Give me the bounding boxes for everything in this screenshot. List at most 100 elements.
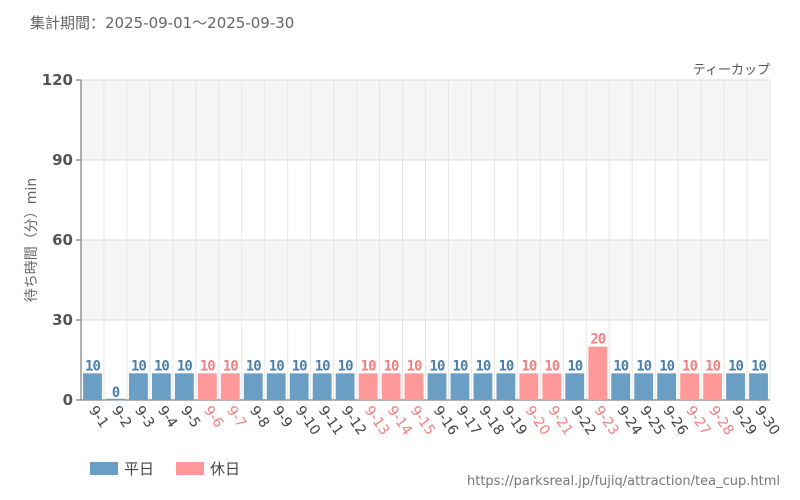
bar bbox=[266, 373, 286, 400]
x-tick-label: 9-16 bbox=[430, 403, 461, 438]
bar bbox=[289, 373, 309, 400]
bar-value-label: 10 bbox=[705, 358, 720, 374]
bar bbox=[634, 373, 654, 400]
bar bbox=[726, 373, 745, 400]
bar-value-label: 10 bbox=[200, 358, 215, 374]
y-tick-label: 60 bbox=[52, 231, 73, 249]
bar-value-label: 10 bbox=[498, 358, 513, 374]
bar bbox=[220, 373, 240, 400]
legend-weekday-swatch bbox=[90, 462, 118, 475]
bar-value-label: 10 bbox=[223, 358, 238, 374]
bar-value-label: 10 bbox=[521, 358, 536, 374]
legend: 平日 休日 bbox=[90, 458, 262, 479]
bar bbox=[496, 373, 516, 400]
bar-value-label: 10 bbox=[85, 358, 100, 374]
x-tick-label: 9-1 bbox=[85, 403, 111, 431]
bar-value-label: 10 bbox=[246, 358, 261, 374]
bar bbox=[129, 373, 148, 400]
bar bbox=[427, 373, 447, 400]
x-tick-label: 9-13 bbox=[361, 403, 392, 438]
x-tick-label: 9-24 bbox=[613, 403, 644, 438]
y-axis-label: 待ち時間（分）min bbox=[24, 178, 40, 302]
x-tick-label: 9-14 bbox=[384, 403, 415, 438]
bar-value-label: 10 bbox=[361, 358, 376, 374]
bar bbox=[335, 373, 355, 400]
bar bbox=[312, 373, 332, 400]
x-tick-label: 9-22 bbox=[568, 403, 599, 438]
x-tick-label: 9-15 bbox=[407, 403, 438, 438]
y-tick-label: 120 bbox=[42, 71, 73, 89]
bar-value-label: 10 bbox=[682, 358, 697, 374]
bar-value-label: 10 bbox=[177, 358, 192, 374]
y-tick-label: 90 bbox=[52, 151, 73, 169]
x-tick-label: 9-2 bbox=[108, 403, 134, 431]
bar-value-label: 20 bbox=[590, 332, 605, 348]
bar bbox=[611, 373, 631, 400]
x-tick-label: 9-20 bbox=[522, 403, 553, 438]
legend-holiday[interactable]: 休日 bbox=[176, 458, 240, 479]
x-tick-label: 9-7 bbox=[223, 403, 249, 431]
bar-value-label: 10 bbox=[475, 358, 490, 374]
bar bbox=[174, 373, 194, 400]
bar-value-label: 0 bbox=[112, 385, 120, 401]
bar bbox=[358, 373, 378, 400]
bar bbox=[473, 373, 493, 400]
bar bbox=[381, 373, 401, 400]
bar bbox=[404, 373, 424, 400]
x-tick-label: 9-4 bbox=[154, 403, 180, 431]
x-tick-label: 9-25 bbox=[636, 403, 667, 438]
x-tick-label: 9-21 bbox=[545, 403, 576, 438]
bar-value-label: 10 bbox=[131, 358, 146, 374]
bar-value-label: 10 bbox=[659, 358, 674, 374]
legend-holiday-swatch bbox=[176, 462, 205, 475]
chart-title: ティーカップ bbox=[693, 63, 770, 78]
bar bbox=[749, 373, 768, 400]
bar-value-label: 10 bbox=[751, 358, 766, 374]
bar bbox=[703, 373, 722, 400]
bar-value-label: 10 bbox=[636, 358, 651, 374]
bar-value-label: 10 bbox=[292, 358, 307, 374]
bar bbox=[680, 373, 700, 400]
x-tick-label: 9-5 bbox=[177, 403, 203, 431]
bar-value-label: 10 bbox=[315, 358, 330, 374]
bar-value-label: 10 bbox=[384, 358, 399, 374]
bar bbox=[542, 373, 562, 400]
x-tick-label: 9-3 bbox=[131, 403, 157, 431]
bar-value-label: 10 bbox=[453, 358, 468, 374]
bar bbox=[151, 373, 171, 400]
bar-value-label: 10 bbox=[430, 358, 445, 374]
y-tick-label: 30 bbox=[52, 311, 73, 329]
x-tick-label: 9-11 bbox=[315, 403, 346, 438]
x-tick-label: 9-23 bbox=[590, 403, 621, 438]
bar-value-label: 10 bbox=[728, 358, 743, 374]
bar-value-label: 10 bbox=[154, 358, 169, 374]
bar bbox=[519, 373, 539, 400]
x-tick-label: 9-9 bbox=[269, 403, 295, 431]
x-tick-label: 9-10 bbox=[292, 403, 323, 438]
legend-weekday-label: 平日 bbox=[124, 460, 155, 478]
bar-value-label: 10 bbox=[338, 358, 353, 374]
bar bbox=[588, 346, 608, 400]
x-tick-label: 9-6 bbox=[200, 403, 226, 431]
x-tick-label: 9-19 bbox=[499, 403, 530, 438]
bar bbox=[83, 373, 102, 400]
x-tick-label: 9-28 bbox=[705, 403, 736, 438]
x-tick-label: 9-18 bbox=[476, 403, 507, 438]
bar bbox=[197, 373, 217, 400]
x-tick-label: 9-27 bbox=[682, 403, 713, 438]
bar bbox=[243, 373, 263, 400]
bar-value-label: 10 bbox=[407, 358, 422, 374]
bar-value-label: 10 bbox=[269, 358, 284, 374]
bar bbox=[450, 373, 470, 400]
x-tick-label: 9-8 bbox=[246, 403, 272, 431]
legend-weekday[interactable]: 平日 bbox=[90, 458, 154, 479]
x-tick-label: 9-29 bbox=[728, 403, 759, 438]
bar-value-label: 10 bbox=[544, 358, 559, 374]
source-url: https://parksreal.jp/fujiq/attraction/te… bbox=[467, 474, 780, 489]
bar-value-label: 10 bbox=[613, 358, 628, 374]
legend-holiday-label: 休日 bbox=[210, 460, 241, 478]
x-tick-label: 9-26 bbox=[659, 403, 690, 438]
bar bbox=[565, 373, 585, 400]
x-tick-label: 9-30 bbox=[751, 403, 782, 438]
bar-value-label: 10 bbox=[567, 358, 582, 374]
